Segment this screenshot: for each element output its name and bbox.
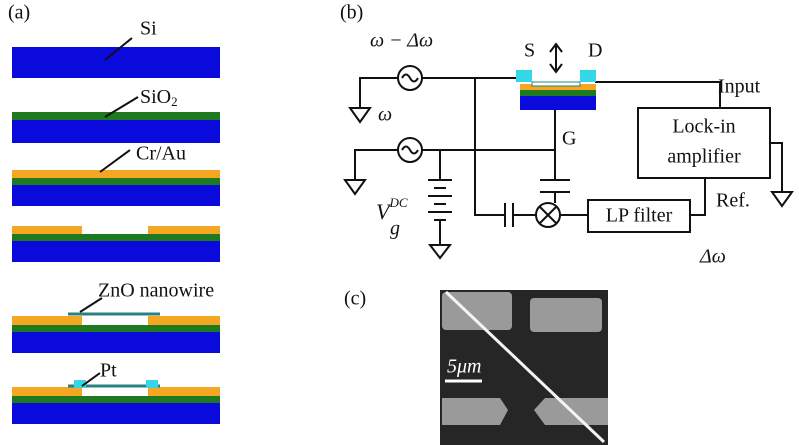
battery	[428, 150, 452, 258]
layer-label: SiO2	[140, 86, 178, 109]
panel-a: (a) Si SiO2 Cr/Au ZnO nanowire	[8, 2, 220, 424]
source-pad	[516, 70, 532, 82]
sio2-layer	[12, 178, 220, 185]
nanowire	[532, 82, 580, 86]
mixer-cross	[540, 207, 556, 223]
au-layer	[148, 316, 220, 325]
panel-c: (c) 5μm	[344, 288, 608, 445]
figure: (a) Si SiO2 Cr/Au ZnO nanowire	[0, 0, 799, 445]
si-layer	[12, 332, 220, 353]
capacitor	[540, 180, 570, 192]
sio2-layer	[12, 325, 220, 332]
sio2-layer	[12, 234, 220, 241]
au-layer	[12, 170, 220, 178]
pointer	[100, 150, 130, 172]
source-label: ω	[378, 104, 392, 126]
label-text: SiO	[140, 86, 171, 108]
lockin-label: amplifier	[667, 146, 741, 168]
si-layer	[12, 241, 220, 262]
sio2-layer	[12, 396, 220, 403]
panel-b: (b) ω − Δω S D G Input Lock-in amplifier…	[340, 2, 792, 268]
layer-label: Cr/Au	[136, 143, 186, 165]
si-layer	[12, 120, 220, 143]
ac-symbol	[402, 75, 418, 82]
si-layer	[520, 96, 596, 110]
lockin-label: Lock-in	[672, 116, 735, 138]
output-label: Δω	[699, 246, 726, 268]
sio2-layer	[520, 90, 596, 96]
si-layer	[12, 185, 220, 206]
layer-label: ZnO nanowire	[98, 280, 214, 302]
au-layer	[148, 387, 220, 396]
si-layer	[12, 403, 220, 424]
layer-label: Si	[140, 18, 157, 40]
pt-contact	[146, 380, 158, 388]
panel-label: (c)	[344, 288, 366, 310]
au-layer	[12, 387, 82, 396]
vdc-sup: DC	[388, 195, 407, 210]
scale-label: 5μm	[447, 356, 481, 378]
ground	[770, 143, 792, 206]
label-sub: 2	[171, 94, 178, 109]
pointer	[82, 373, 100, 386]
electrode	[530, 298, 602, 332]
vdc-sub: g	[390, 218, 400, 240]
drain-pad	[580, 70, 596, 82]
panel-label: (b)	[340, 2, 363, 24]
source-label: S	[524, 40, 535, 62]
sio2-layer	[12, 112, 220, 120]
filter-label: LP filter	[606, 205, 673, 227]
panel-label: (a)	[8, 2, 30, 24]
drain-label: D	[588, 40, 602, 62]
ref-label: Ref.	[716, 190, 750, 212]
au-layer	[12, 226, 82, 234]
au-layer	[12, 316, 82, 325]
ac-symbol	[402, 147, 418, 154]
input-label: Input	[718, 76, 761, 98]
source-label: ω − Δω	[370, 30, 433, 52]
au-layer	[148, 226, 220, 234]
vibration-arrow	[550, 44, 562, 72]
layer-label: Pt	[100, 360, 117, 382]
gate-label: G	[562, 128, 576, 150]
capacitor	[505, 203, 513, 227]
ground	[345, 150, 398, 194]
electrode	[442, 398, 508, 425]
